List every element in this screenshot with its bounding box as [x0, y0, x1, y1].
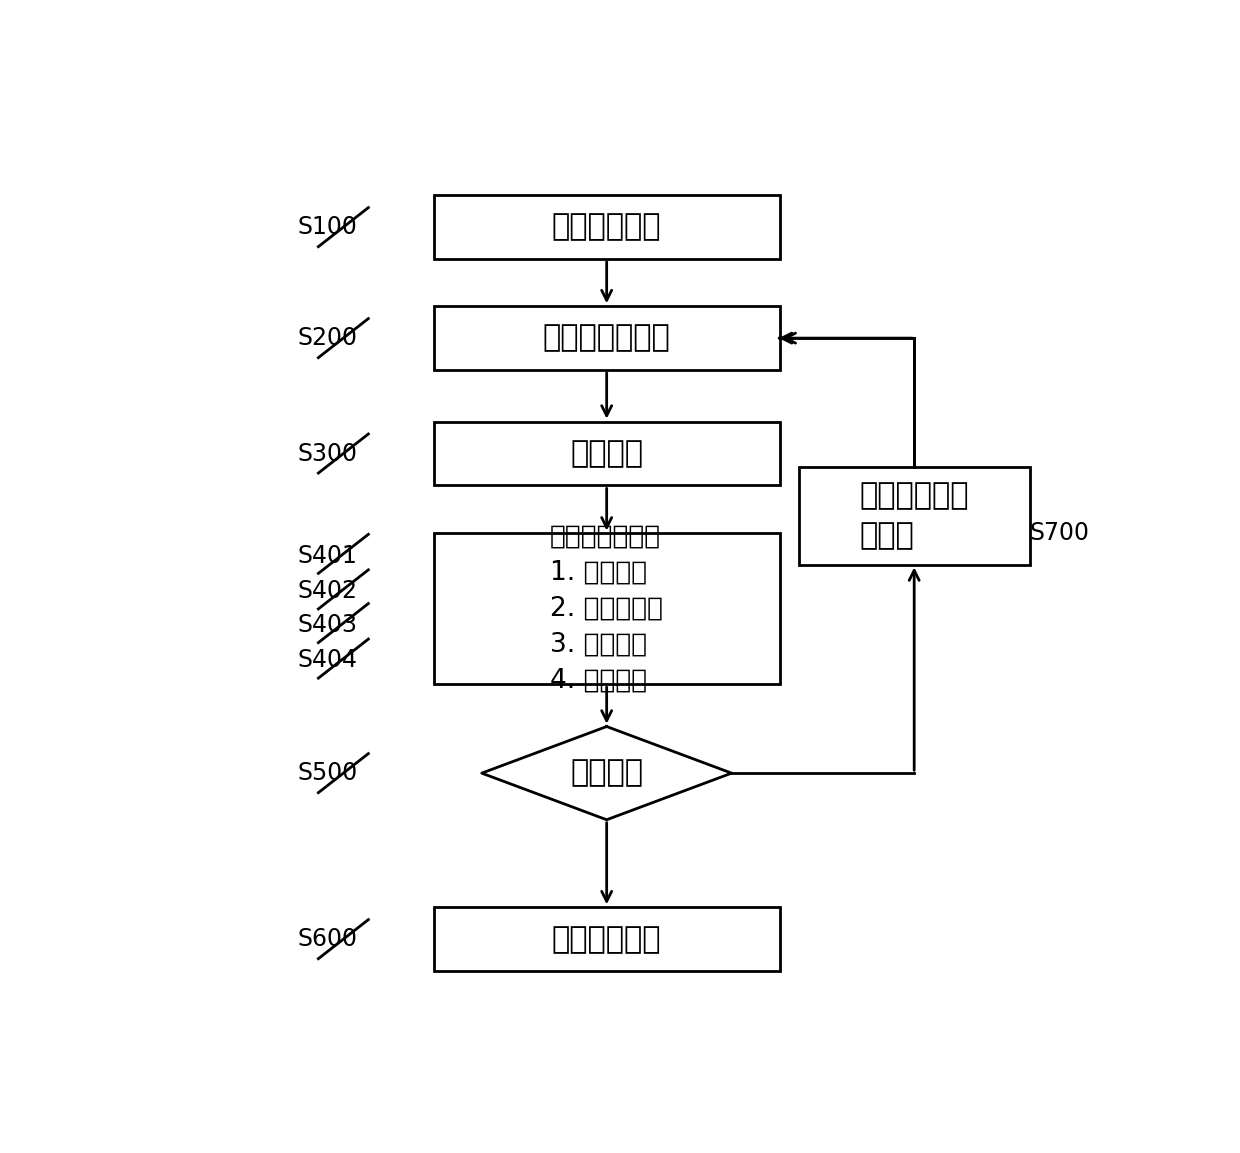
Text: S200: S200 [298, 326, 357, 351]
Bar [434, 534, 780, 685]
Text: 终止算法: 终止算法 [570, 759, 644, 787]
Text: S401: S401 [298, 543, 357, 567]
Text: 回到到初始点: 回到到初始点 [552, 925, 661, 954]
Text: 扫描配准: 扫描配准 [570, 439, 644, 468]
Text: S404: S404 [298, 648, 357, 672]
Text: 传感器探测感知: 传感器探测感知 [543, 324, 671, 353]
Text: S700: S700 [1029, 521, 1090, 545]
Bar [434, 307, 780, 370]
Bar [434, 907, 780, 971]
Bar [434, 422, 780, 485]
Text: S600: S600 [298, 927, 357, 951]
Text: 概率可视图规划
1. 数据采样
2. 可见性计算
3. 概率分析
4. 路径规划: 概率可视图规划 1. 数据采样 2. 可见性计算 3. 概率分析 4. 路径规划 [551, 523, 663, 694]
Text: S402: S402 [298, 579, 357, 603]
Text: S500: S500 [298, 761, 357, 785]
Polygon shape [481, 726, 732, 820]
Text: 运动到下一个
观测点: 运动到下一个 观测点 [859, 481, 968, 550]
Text: 运动到初始点: 运动到初始点 [552, 212, 661, 242]
Bar [434, 195, 780, 259]
Bar [799, 467, 1029, 565]
Text: S300: S300 [298, 442, 357, 466]
Text: S100: S100 [298, 216, 357, 239]
Text: S403: S403 [298, 613, 357, 636]
